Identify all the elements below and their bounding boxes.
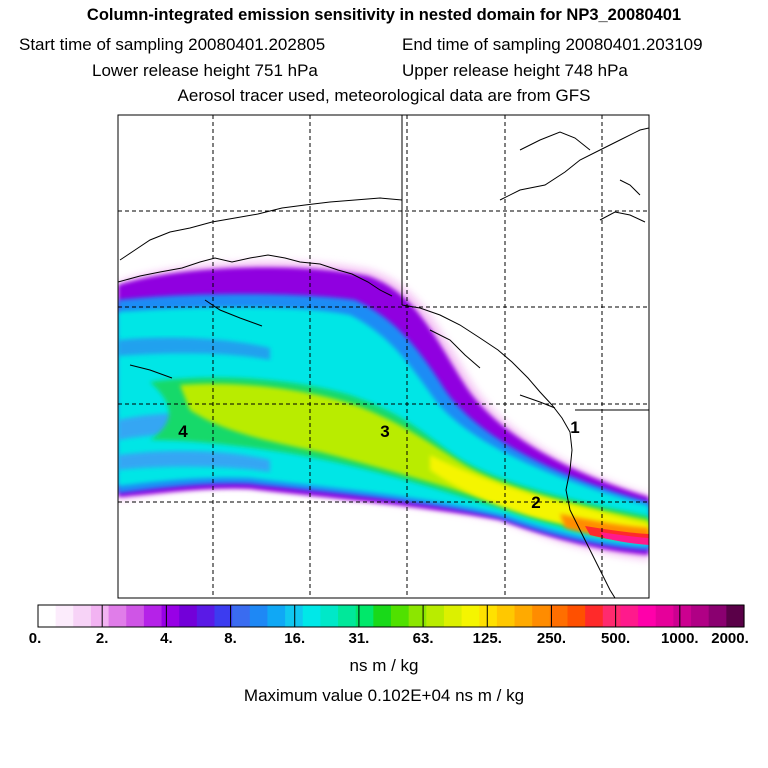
colorbar-tick-label: 2. (95, 630, 109, 647)
colorbar-swatch (55, 605, 74, 627)
colorbar-tick-label: 500. (601, 630, 631, 647)
marker-2: 2 (531, 493, 540, 512)
marker-4: 4 (178, 422, 188, 441)
colorbar-tick-label: 4. (160, 630, 173, 647)
marker-1: 1 (570, 418, 579, 437)
colorbar-swatch (179, 605, 198, 627)
colorbar-swatch (214, 605, 233, 627)
colorbar-tick-label: 63. (412, 630, 434, 647)
colorbar-tick-label: 125. (472, 630, 502, 647)
end-time-label: End time of sampling 20080401.203109 (402, 35, 703, 54)
colorbar-swatch (232, 605, 251, 627)
colorbar-swatch (302, 605, 321, 627)
colorbar-swatch (602, 605, 622, 627)
colorbar-swatch (338, 605, 357, 627)
colorbar-swatch (38, 605, 57, 627)
graticule (118, 115, 649, 598)
coastline-layer (118, 115, 649, 598)
colorbar-swatch (391, 605, 410, 627)
colorbar-swatch (479, 605, 498, 627)
colorbar-swatch (90, 605, 110, 627)
colorbar-swatch (532, 605, 551, 627)
colorbar-tick-label: 0. (28, 630, 42, 647)
colorbar-swatch (496, 605, 516, 627)
colorbar-swatch (320, 605, 339, 627)
upper-release-label: Upper release height 748 hPa (402, 61, 628, 80)
colorbar-tick-label: 2000. (711, 630, 749, 647)
colorbar-swatch (726, 605, 745, 627)
colorbar-swatch (267, 605, 286, 627)
colorbar-swatch (373, 605, 392, 627)
figure-title: Column-integrated emission sensitivity i… (86, 6, 682, 24)
colorbar-swatch (73, 605, 92, 627)
units-label: ns m / kg (349, 656, 419, 675)
colorbar-swatch (549, 605, 569, 627)
colorbar (38, 605, 745, 627)
colorbar-tick-label: 16. (284, 630, 306, 647)
start-time-label: Start time of sampling 20080401.202805 (19, 35, 326, 54)
colorbar-swatch (126, 605, 145, 627)
colorbar-swatch (567, 605, 586, 627)
colorbar-swatch (638, 605, 657, 627)
colorbar-swatch (514, 605, 533, 627)
colorbar-swatch (461, 605, 480, 627)
map-frame (117, 114, 650, 599)
colorbar-tick-label: 31. (348, 630, 370, 647)
colorbar-swatch (708, 605, 727, 627)
colorbar-swatch (691, 605, 710, 627)
marker-3: 3 (380, 422, 389, 441)
colorbar-tick-label: 1000. (661, 630, 699, 647)
colorbar-swatch (249, 605, 269, 627)
colorbar-swatch (673, 605, 692, 627)
colorbar-swatch (620, 605, 639, 627)
colorbar-swatch (655, 605, 674, 627)
colorbar-swatch (355, 605, 374, 627)
colorbar-swatch (443, 605, 463, 627)
lower-release-label: Lower release height 751 hPa (92, 61, 318, 80)
colorbar-swatch (408, 605, 427, 627)
max-value-label: Maximum value 0.102E+04 ns m / kg (243, 686, 525, 705)
colorbar-swatch (196, 605, 216, 627)
tracer-label: Aerosol tracer used, meteorological data… (177, 86, 591, 105)
colorbar-swatch (143, 605, 163, 627)
colorbar-frame (37, 604, 745, 628)
colorbar-swatch (161, 605, 180, 627)
colorbar-tick-label: 250. (536, 630, 567, 647)
colorbar-swatch (585, 605, 604, 627)
colorbar-tick-label: 8. (224, 630, 237, 647)
colorbar-swatch (285, 605, 304, 627)
colorbar-swatch (426, 605, 445, 627)
colorbar-swatch (108, 605, 127, 627)
plume-layer (118, 261, 649, 560)
